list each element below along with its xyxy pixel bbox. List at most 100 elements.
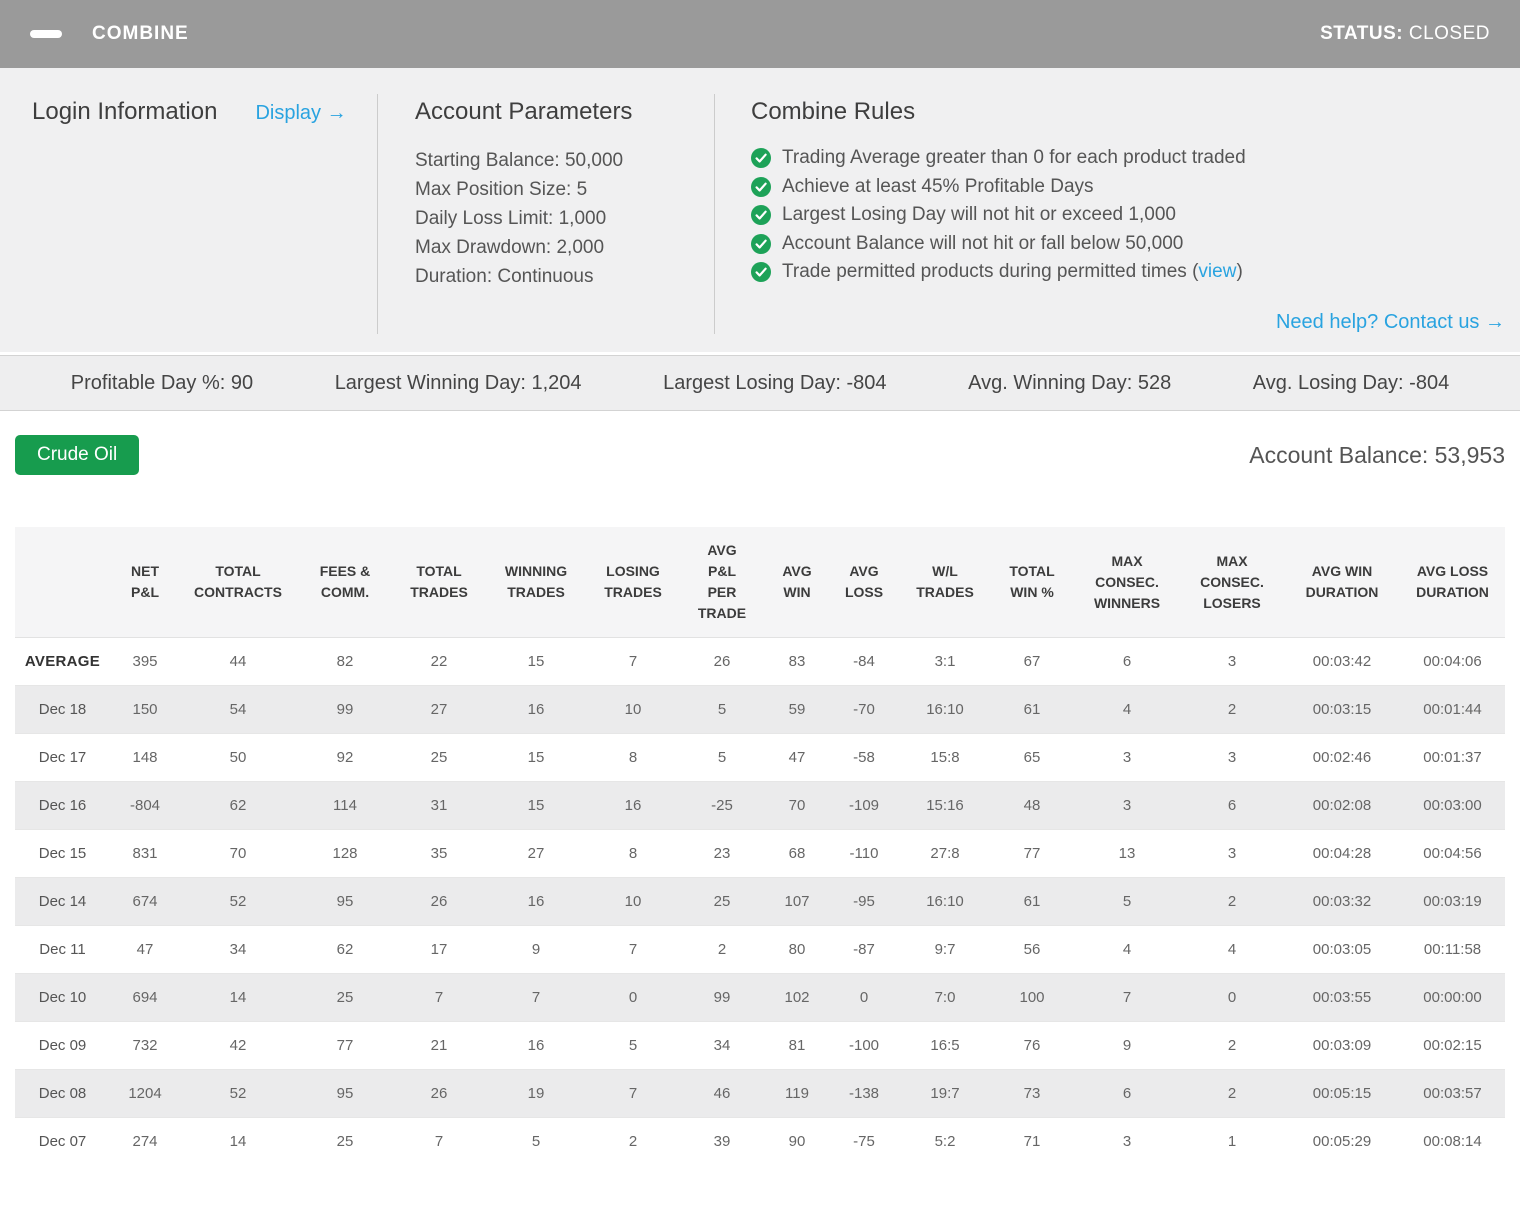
table-cell: 274 xyxy=(110,1117,180,1166)
table-cell: 15 xyxy=(484,733,588,782)
table-cell: 52 xyxy=(180,1069,296,1118)
account-parameter-item: Duration: Continuous xyxy=(415,266,594,287)
row-label: AVERAGE xyxy=(24,653,101,670)
table-cell: 4 xyxy=(1180,925,1284,974)
table-cell: 48 xyxy=(990,781,1074,830)
table-cell: 13 xyxy=(1074,829,1180,878)
table-cell: 90 xyxy=(766,1117,828,1166)
table-cell: 7 xyxy=(588,925,678,974)
table-cell: 50 xyxy=(180,733,296,782)
combine-titlebar: COMBINE STATUS: CLOSED xyxy=(0,0,1520,68)
table-cell: 102 xyxy=(766,973,828,1022)
table-cell: 76 xyxy=(990,1021,1074,1070)
table-cell: 15 xyxy=(484,781,588,830)
table-cell: 19:7 xyxy=(900,1069,990,1118)
column-header: LOSING TRADES xyxy=(588,527,678,638)
info-section: Login Information Display → Account Para… xyxy=(0,68,1520,352)
table-cell: 34 xyxy=(180,925,296,974)
contact-us-link[interactable]: Need help? Contact us → xyxy=(1275,311,1505,333)
column-header: TOTAL TRADES xyxy=(394,527,484,638)
row-label: Dec 08 xyxy=(15,1069,110,1118)
table-cell: 16:5 xyxy=(900,1021,990,1070)
table-cell: 15:8 xyxy=(900,733,990,782)
table-body: AVERAGE 395 44 82 22 15 7 26 83 -84 3:1 67 6 3 00:03:4… xyxy=(15,638,1505,1166)
check-circle-icon xyxy=(751,233,771,254)
daily-performance-table: NET P&L TOTAL CONTRACTS FEES & COMM. TOTAL … xyxy=(15,527,1505,1166)
minimize-icon[interactable] xyxy=(30,30,62,38)
table-cell: 2 xyxy=(678,925,766,974)
account-parameter-item: Max Position Size: 5 xyxy=(415,179,588,200)
column-header: WINNING TRADES xyxy=(484,527,588,638)
account-parameters-heading: Account Parameters xyxy=(415,98,633,125)
table-cell: 7 xyxy=(394,1117,484,1166)
table-cell: 26 xyxy=(713,653,731,670)
table-cell: 0 xyxy=(1180,973,1284,1022)
table-cell: 59 xyxy=(766,685,828,734)
table-cell: 107 xyxy=(766,877,828,926)
table-cell: 694 xyxy=(110,973,180,1022)
table-cell: 71 xyxy=(990,1117,1074,1166)
check-circle-icon xyxy=(751,205,771,226)
account-parameter-item: Max Drawdown: 2,000 xyxy=(415,237,605,258)
table-cell: 7 xyxy=(588,1069,678,1118)
table-cell: 19 xyxy=(484,1069,588,1118)
product-tab-crude-oil[interactable]: Crude Oil xyxy=(15,435,140,475)
stat-item: Largest Winning Day: 1,204 xyxy=(334,371,582,394)
table-cell: 8 xyxy=(588,733,678,782)
table-cell: 47 xyxy=(110,925,180,974)
table-cell: 23 xyxy=(678,829,766,878)
stat-item: Profitable Day %: 90 xyxy=(70,371,254,394)
table-cell: 7 xyxy=(628,653,638,670)
table-cell: 16:10 xyxy=(900,877,990,926)
table-cell: 00:00:00 xyxy=(1400,973,1505,1022)
table-cell: 6 xyxy=(1122,653,1132,670)
table-cell: -58 xyxy=(828,733,900,782)
table-row: Dec 10 694 14 25 7 7 0 99 102 0 7:0 100 7 0 00:03:55 00… xyxy=(15,973,1505,1022)
table-cell: 732 xyxy=(110,1021,180,1070)
table-row: Dec 17 148 50 92 25 15 8 5 47 -58 15:8 65 3 3 00:02:46… xyxy=(15,733,1505,782)
row-label: Dec 11 xyxy=(15,925,110,974)
table-cell: 5 xyxy=(678,685,766,734)
stats-bar: Profitable Day %: 90 Largest Winning Day:… xyxy=(0,355,1520,411)
check-circle-icon xyxy=(751,176,771,197)
table-cell: 15 xyxy=(527,653,545,670)
status-value: CLOSED xyxy=(1408,23,1490,44)
table-cell: 5 xyxy=(484,1117,588,1166)
table-cell: 5 xyxy=(1074,877,1180,926)
table-cell: 73 xyxy=(990,1069,1074,1118)
table-cell: 34 xyxy=(678,1021,766,1070)
table-cell: 56 xyxy=(990,925,1074,974)
table-cell: 395 xyxy=(132,653,158,670)
table-cell: 16 xyxy=(484,877,588,926)
table-cell: 70 xyxy=(766,781,828,830)
table-cell: 22 xyxy=(430,653,448,670)
table-cell: 00:03:00 xyxy=(1400,781,1505,830)
table-cell: 3 xyxy=(1074,781,1180,830)
status-label: STATUS: xyxy=(1320,23,1404,44)
rule-text-suffix: ) xyxy=(1236,261,1243,282)
rule-text: Trade permitted products during permitte… xyxy=(782,261,1199,282)
table-cell: 3 xyxy=(1074,733,1180,782)
table-cell: 7 xyxy=(484,973,588,1022)
table-cell: 26 xyxy=(394,1069,484,1118)
combine-rule-item: Largest Losing Day will not hit or excee… xyxy=(751,201,1505,230)
login-information-heading: Login Information xyxy=(32,98,218,125)
table-cell: 95 xyxy=(296,877,394,926)
table-cell: 00:01:44 xyxy=(1400,685,1505,734)
table-cell: 61 xyxy=(990,685,1074,734)
view-link[interactable]: view xyxy=(1198,261,1237,282)
table-cell: 42 xyxy=(180,1021,296,1070)
column-header: AVG LOSS DURATION xyxy=(1400,527,1505,638)
column-header: FEES & COMM. xyxy=(296,527,394,638)
table-cell: 62 xyxy=(296,925,394,974)
table-cell: 00:02:15 xyxy=(1400,1021,1505,1070)
table-cell: 3:1 xyxy=(934,653,956,670)
table-cell: 44 xyxy=(229,653,247,670)
table-cell: 4 xyxy=(1074,685,1180,734)
column-header: AVG LOSS xyxy=(828,527,900,638)
table-cell: 00:04:56 xyxy=(1400,829,1505,878)
display-link[interactable]: Display → xyxy=(255,102,347,124)
table-cell: 99 xyxy=(296,685,394,734)
table-cell: -138 xyxy=(828,1069,900,1118)
table-cell: 92 xyxy=(296,733,394,782)
